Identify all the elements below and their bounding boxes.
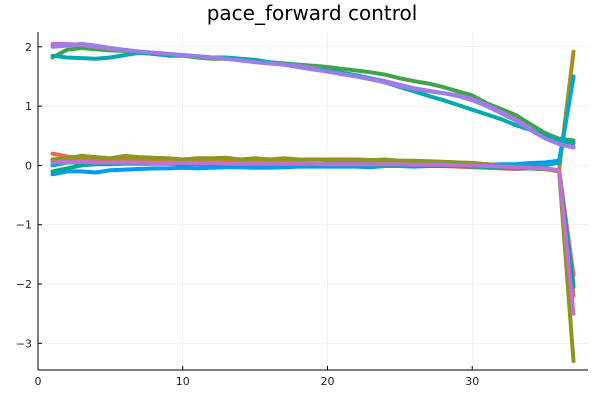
axes: 0 10 20 30 −3 −2 −1 0 1 2	[16, 32, 588, 388]
y-tick-label: −3	[16, 337, 32, 350]
chart-title: pace_forward control	[207, 1, 418, 25]
y-tick-label: −2	[16, 278, 32, 291]
series-line-13	[50, 159, 576, 316]
series-line-12	[50, 41, 576, 150]
y-tick-label: 1	[25, 100, 32, 113]
x-tick-label: 30	[465, 375, 479, 388]
x-tick-label: 0	[35, 375, 42, 388]
y-tick-label: 0	[25, 159, 32, 172]
y-tick-label: −1	[16, 219, 32, 232]
x-tick-label: 10	[176, 375, 190, 388]
series-group	[50, 41, 576, 364]
y-tick-label: 2	[25, 41, 32, 54]
x-tick-label: 20	[320, 375, 334, 388]
